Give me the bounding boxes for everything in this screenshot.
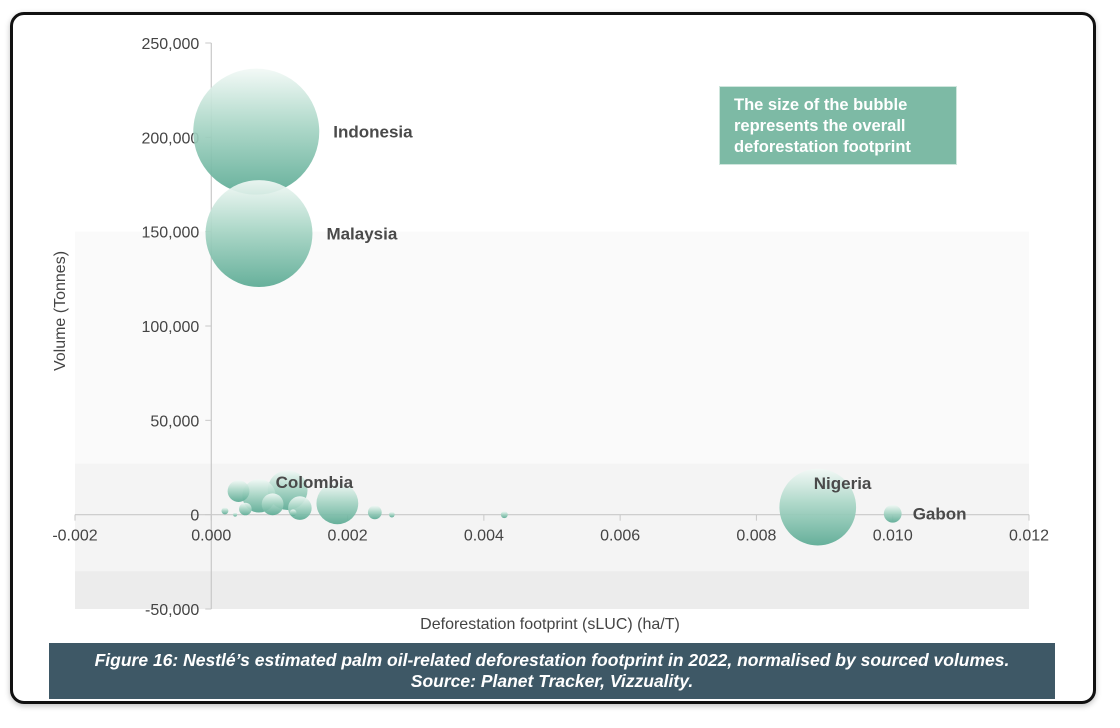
caption-line-2: Source: Planet Tracker, Vizzuality. — [410, 671, 694, 691]
figure-frame: -0.002 0.000 0.002 0.004 0.006 0.008 0.010 0.01… — [10, 12, 1096, 704]
bubble — [221, 507, 229, 515]
caption-line-1: Figure 16: Nestlé’s estimated palm oil-r… — [94, 650, 1010, 670]
bubble-gabon — [883, 504, 902, 523]
y-tick-label: 100,000 — [141, 319, 199, 336]
bubble-label-colombia: Colombia — [276, 473, 354, 492]
bubble-label-malaysia: Malaysia — [326, 225, 397, 244]
bubble — [367, 505, 382, 520]
bubble — [500, 511, 508, 519]
bubble-label-indonesia: Indonesia — [333, 123, 413, 142]
x-tick-label: 0.010 — [873, 528, 913, 545]
x-tick-label: 0.012 — [1009, 528, 1049, 545]
y-tick-label: 250,000 — [141, 36, 199, 53]
bubble-label-nigeria: Nigeria — [814, 474, 872, 493]
bubble — [289, 509, 297, 517]
y-tick-label: 150,000 — [141, 225, 199, 242]
bubble-indonesia — [193, 68, 320, 195]
plot-band — [75, 571, 1029, 609]
bubble-nigeria — [779, 468, 857, 546]
x-tick-label: -0.002 — [52, 528, 97, 545]
x-tick-label: 0.006 — [600, 528, 640, 545]
figure-caption: Figure 16: Nestlé’s estimated palm oil-r… — [49, 643, 1055, 699]
bubble-chart: -0.002 0.000 0.002 0.004 0.006 0.008 0.010 0.01… — [52, 36, 1049, 633]
y-tick-label: 0 — [190, 508, 199, 525]
y-tick-label: 50,000 — [150, 413, 199, 430]
bubble — [227, 480, 250, 502]
y-tick-label: 200,000 — [141, 130, 199, 147]
x-tick-label: 0.008 — [736, 528, 776, 545]
bubble-label-gabon: Gabon — [913, 505, 967, 524]
x-axis-title: Deforestation footprint (sLUC) (ha/T) — [420, 616, 680, 633]
x-tick-label: 0.002 — [328, 528, 368, 545]
bubble — [233, 512, 238, 517]
bubble — [288, 496, 312, 520]
bubble — [261, 493, 284, 516]
y-axis-title: Volume (Tonnes) — [52, 251, 69, 371]
x-tick-label: 0.000 — [191, 528, 231, 545]
bubble-malaysia — [205, 180, 313, 288]
x-tick-label: 0.004 — [464, 528, 504, 545]
bubble — [389, 511, 395, 518]
bubble — [239, 502, 252, 516]
bubble — [316, 482, 359, 525]
bubble-size-note: The size of the bubble represents the ov… — [719, 86, 957, 165]
y-tick-label: -50,000 — [145, 602, 199, 619]
